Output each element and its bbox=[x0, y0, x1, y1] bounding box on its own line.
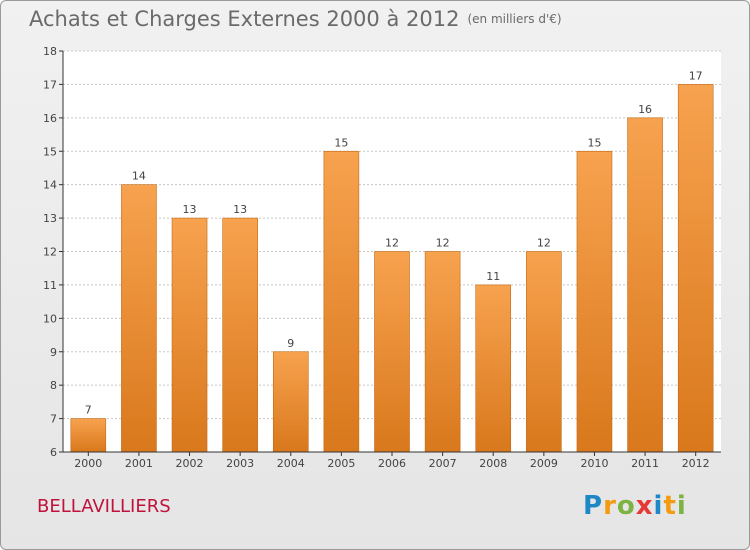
bar bbox=[272, 351, 309, 453]
data-label: 11 bbox=[486, 270, 500, 283]
bar bbox=[475, 284, 512, 453]
x-tick-label: 2003 bbox=[226, 457, 254, 470]
bar bbox=[171, 217, 208, 453]
bar bbox=[576, 150, 613, 453]
y-tick-label: 8 bbox=[50, 379, 57, 392]
x-tick-label: 2011 bbox=[631, 457, 659, 470]
data-label: 13 bbox=[233, 203, 247, 216]
bar bbox=[222, 217, 258, 453]
x-tick-label: 2006 bbox=[378, 457, 406, 470]
data-label: 12 bbox=[537, 237, 551, 250]
logo-letter: P bbox=[583, 491, 604, 521]
data-label: 17 bbox=[689, 69, 703, 82]
data-label: 15 bbox=[587, 136, 601, 149]
y-tick-label: 17 bbox=[43, 78, 57, 91]
chart-title-text: Achats et Charges Externes 2000 à 2012 bbox=[29, 7, 460, 31]
x-tick-label: 2002 bbox=[176, 457, 204, 470]
logo-letter: i bbox=[676, 491, 687, 521]
logo-letter: t bbox=[663, 491, 677, 521]
chart-title: Achats et Charges Externes 2000 à 2012 (e… bbox=[29, 7, 562, 31]
data-label: 9 bbox=[287, 337, 294, 350]
y-tick-label: 7 bbox=[50, 413, 57, 426]
data-label: 13 bbox=[183, 203, 197, 216]
y-tick-label: 11 bbox=[43, 279, 57, 292]
data-label: 12 bbox=[436, 237, 450, 250]
y-tick-label: 18 bbox=[43, 45, 57, 58]
x-tick-label: 2004 bbox=[277, 457, 305, 470]
logo-letter: x bbox=[635, 491, 654, 521]
chart-unit: (en milliers d'€) bbox=[467, 12, 562, 26]
data-label: 7 bbox=[85, 404, 92, 417]
y-tick-label: 14 bbox=[43, 179, 57, 192]
y-tick-label: 13 bbox=[43, 212, 57, 225]
bar bbox=[677, 84, 714, 453]
x-tick-label: 2012 bbox=[682, 457, 710, 470]
data-label: 12 bbox=[385, 237, 399, 250]
x-tick-label: 2007 bbox=[429, 457, 457, 470]
y-tick-label: 6 bbox=[50, 446, 57, 459]
bar bbox=[374, 251, 410, 453]
y-tick-label: 9 bbox=[50, 346, 57, 359]
bar bbox=[70, 418, 107, 453]
bar bbox=[323, 150, 360, 453]
x-tick-label: 2000 bbox=[74, 457, 102, 470]
logo-letter: i bbox=[653, 491, 664, 521]
data-label: 16 bbox=[638, 103, 652, 116]
proxiti-logo: Proxiti bbox=[583, 491, 687, 521]
logo-letter: o bbox=[616, 491, 636, 521]
x-tick-label: 2009 bbox=[530, 457, 558, 470]
bar bbox=[121, 184, 157, 453]
data-label: 14 bbox=[132, 170, 146, 183]
bar bbox=[627, 117, 663, 453]
x-tick-label: 2010 bbox=[580, 457, 608, 470]
x-tick-label: 2005 bbox=[327, 457, 355, 470]
y-tick-label: 12 bbox=[43, 246, 57, 259]
y-tick-label: 16 bbox=[43, 112, 57, 125]
commune-name: BELLAVILLIERS bbox=[37, 496, 171, 517]
y-tick-label: 15 bbox=[43, 145, 57, 158]
y-tick-label: 10 bbox=[43, 312, 57, 325]
bar bbox=[526, 251, 562, 453]
data-label: 15 bbox=[334, 136, 348, 149]
logo-letter: r bbox=[603, 491, 617, 521]
x-tick-label: 2008 bbox=[479, 457, 507, 470]
bar bbox=[424, 251, 461, 453]
x-tick-label: 2001 bbox=[125, 457, 153, 470]
